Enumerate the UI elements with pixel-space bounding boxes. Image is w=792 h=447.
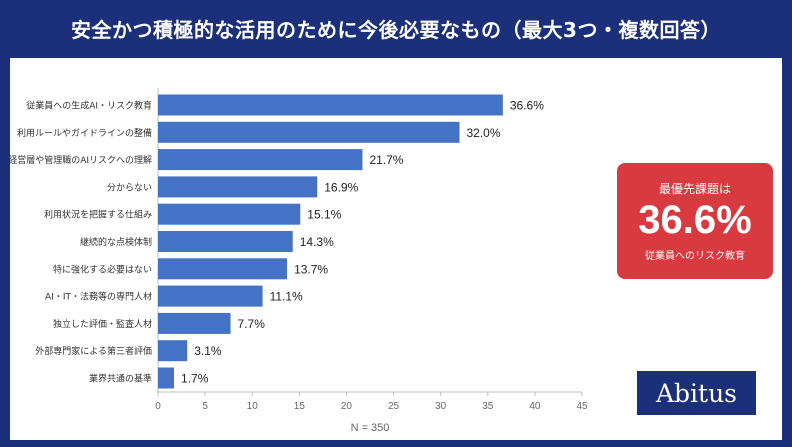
bar-chart: 従業員への生成AI・リスク教育 36.6% 利用ルールやガイドラインの整備 32.0%… [10, 88, 588, 434]
bar [158, 149, 363, 171]
x-axis-title: N = 350 [351, 422, 390, 434]
x-tick-label: 40 [529, 401, 541, 412]
x-tick-label: 5 [202, 401, 208, 412]
callout-subtitle: 従業員へのリスク教育 [645, 251, 745, 262]
chart-panel: 従業員への生成AI・リスク教育 36.6% 利用ルールやガイドラインの整備 32.0%… [10, 58, 782, 440]
data-label: 36.6% [510, 99, 544, 113]
category-label: 継続的な点検体制 [80, 236, 152, 248]
highlight-callout: 最優先課題は 36.6% 従業員へのリスク教育 [617, 163, 773, 279]
bar [158, 367, 175, 389]
x-tick-label: 20 [341, 401, 353, 412]
company-logo: Abitus [637, 371, 756, 415]
x-tick-label: 45 [576, 401, 588, 412]
page-title: 安全かつ積極的な活用のために今後必要なもの（最大3つ・複数回答） [71, 17, 721, 42]
data-label: 16.9% [324, 180, 358, 194]
callout-title: 最優先課題は [658, 182, 731, 196]
category-label: 従業員への生成AI・リスク教育 [26, 100, 152, 112]
bar [158, 340, 188, 362]
bar [158, 94, 503, 116]
bar [158, 231, 293, 252]
category-label: 経営層や管理職のAIリスクへの理解 [10, 154, 152, 166]
x-tick-label: 35 [482, 401, 494, 412]
x-tick-label: 10 [247, 401, 259, 412]
bar [158, 203, 301, 225]
category-label: 独立した評価・監査人材 [53, 318, 152, 330]
data-label: 7.7% [238, 317, 266, 331]
x-tick-label: 25 [388, 401, 400, 412]
x-tick-label: 0 [155, 401, 161, 412]
bar [158, 285, 263, 307]
category-label: 分からない [107, 182, 152, 193]
category-label: 利用ルールやガイドラインの整備 [17, 127, 152, 139]
data-label: 3.1% [194, 344, 222, 358]
bar [158, 176, 318, 198]
category-label: 利用状況を把握する仕組み [44, 209, 152, 221]
bar [158, 258, 288, 280]
data-label: 21.7% [369, 153, 403, 167]
callout-value: 36.6% [638, 198, 752, 242]
data-label: 13.7% [294, 262, 328, 276]
data-label: 1.7% [181, 372, 209, 386]
bar [158, 312, 231, 334]
category-label: 特に強化する必要はない [53, 263, 152, 275]
data-label: 11.1% [270, 290, 303, 304]
data-label: 32.0% [467, 126, 501, 140]
x-tick-label: 30 [435, 401, 447, 412]
data-label: 14.3% [300, 235, 334, 249]
data-label: 15.1% [307, 208, 341, 222]
category-label: AI・IT・法務等の専門人材 [45, 291, 152, 303]
x-tick-label: 15 [294, 401, 306, 412]
bar [158, 121, 460, 143]
category-label: 業界共通の基準 [89, 373, 152, 385]
category-label: 外部専門家による第三者評価 [35, 345, 152, 357]
